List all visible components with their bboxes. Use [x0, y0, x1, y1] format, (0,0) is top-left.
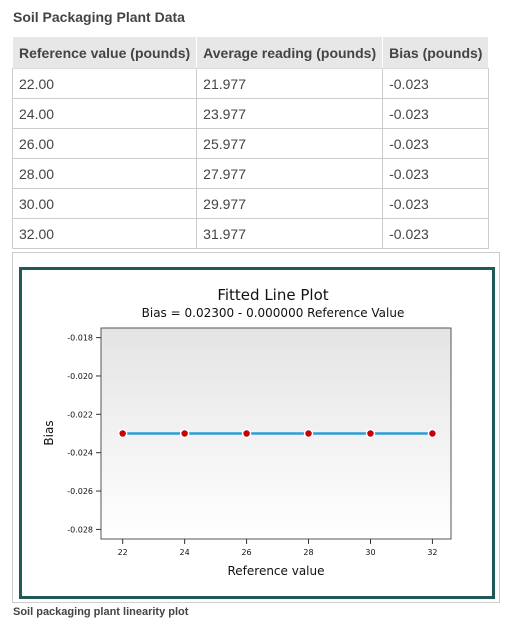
data-point [365, 428, 376, 439]
chart-container: Fitted Line Plot Bias = 0.02300 - 0.0000… [19, 267, 495, 599]
figure-frame: Fitted Line Plot Bias = 0.02300 - 0.0000… [12, 252, 500, 603]
x-tick-label: 32 [427, 548, 437, 557]
x-tick-label: 26 [241, 548, 251, 557]
table-row: 28.00 27.977 -0.023 [11, 158, 490, 189]
data-table: Reference value (pounds) Average reading… [11, 36, 490, 249]
y-tick-label: -0.022 [67, 410, 93, 419]
fitted-line-plot: Fitted Line Plot Bias = 0.02300 - 0.0000… [42, 286, 452, 578]
table-cell: 32.00 [11, 218, 198, 249]
y-axis-label: Bias [42, 420, 56, 445]
table-cell: -0.023 [382, 128, 490, 159]
y-axis: -0.018 -0.020 -0.022 -0.024 -0.026 -0.028 [67, 334, 101, 534]
x-tick-label: 22 [118, 548, 128, 557]
table-row: 26.00 25.977 -0.023 [11, 128, 490, 159]
data-point [427, 428, 438, 439]
table-cell: -0.023 [382, 68, 490, 99]
table-row: 30.00 29.977 -0.023 [11, 188, 490, 219]
data-point [179, 428, 190, 439]
series-group [117, 428, 438, 439]
table-cell: 29.977 [196, 188, 384, 219]
figure-caption: Soil packaging plant linearity plot [13, 606, 189, 618]
x-tick-label: 28 [303, 548, 313, 557]
data-point [241, 428, 252, 439]
y-tick-label: -0.028 [67, 525, 93, 534]
y-tick-label: -0.024 [67, 449, 93, 458]
table-cell: 28.00 [11, 158, 198, 189]
table-cell: -0.023 [382, 98, 490, 129]
table-cell: 21.977 [196, 68, 384, 99]
table-cell: -0.023 [382, 218, 490, 249]
data-point [303, 428, 314, 439]
table-cell: 27.977 [196, 158, 384, 189]
x-tick-label: 30 [365, 548, 375, 557]
x-tick-label: 24 [180, 548, 190, 557]
table-cell: 31.977 [196, 218, 384, 249]
table-cell: 23.977 [196, 98, 384, 129]
chart-subtitle: Bias = 0.02300 - 0.000000 Reference Valu… [142, 306, 405, 320]
table-cell: -0.023 [382, 188, 490, 219]
x-axis-label: Reference value [227, 564, 324, 578]
table-cell: 22.00 [11, 68, 198, 99]
page-heading: Soil Packaging Plant Data [13, 9, 185, 25]
y-tick-label: -0.026 [67, 487, 93, 496]
table-cell: 26.00 [11, 128, 198, 159]
table-cell: 25.977 [196, 128, 384, 159]
table-row: 24.00 23.977 -0.023 [11, 98, 490, 129]
table-header-row: Reference value (pounds) Average reading… [11, 36, 490, 69]
table-row: 22.00 21.977 -0.023 [11, 68, 490, 99]
chart-title: Fitted Line Plot [217, 286, 328, 304]
y-tick-label: -0.020 [67, 372, 93, 381]
column-header: Reference value (pounds) [11, 36, 198, 69]
data-point [117, 428, 128, 439]
x-axis: 22 24 26 28 30 32 [118, 539, 438, 557]
column-header: Bias (pounds) [382, 36, 490, 69]
column-header: Average reading (pounds) [196, 36, 384, 69]
y-tick-label: -0.018 [67, 334, 93, 343]
table-cell: 30.00 [11, 188, 198, 219]
table-cell: -0.023 [382, 158, 490, 189]
table-cell: 24.00 [11, 98, 198, 129]
table-row: 32.00 31.977 -0.023 [11, 218, 490, 249]
